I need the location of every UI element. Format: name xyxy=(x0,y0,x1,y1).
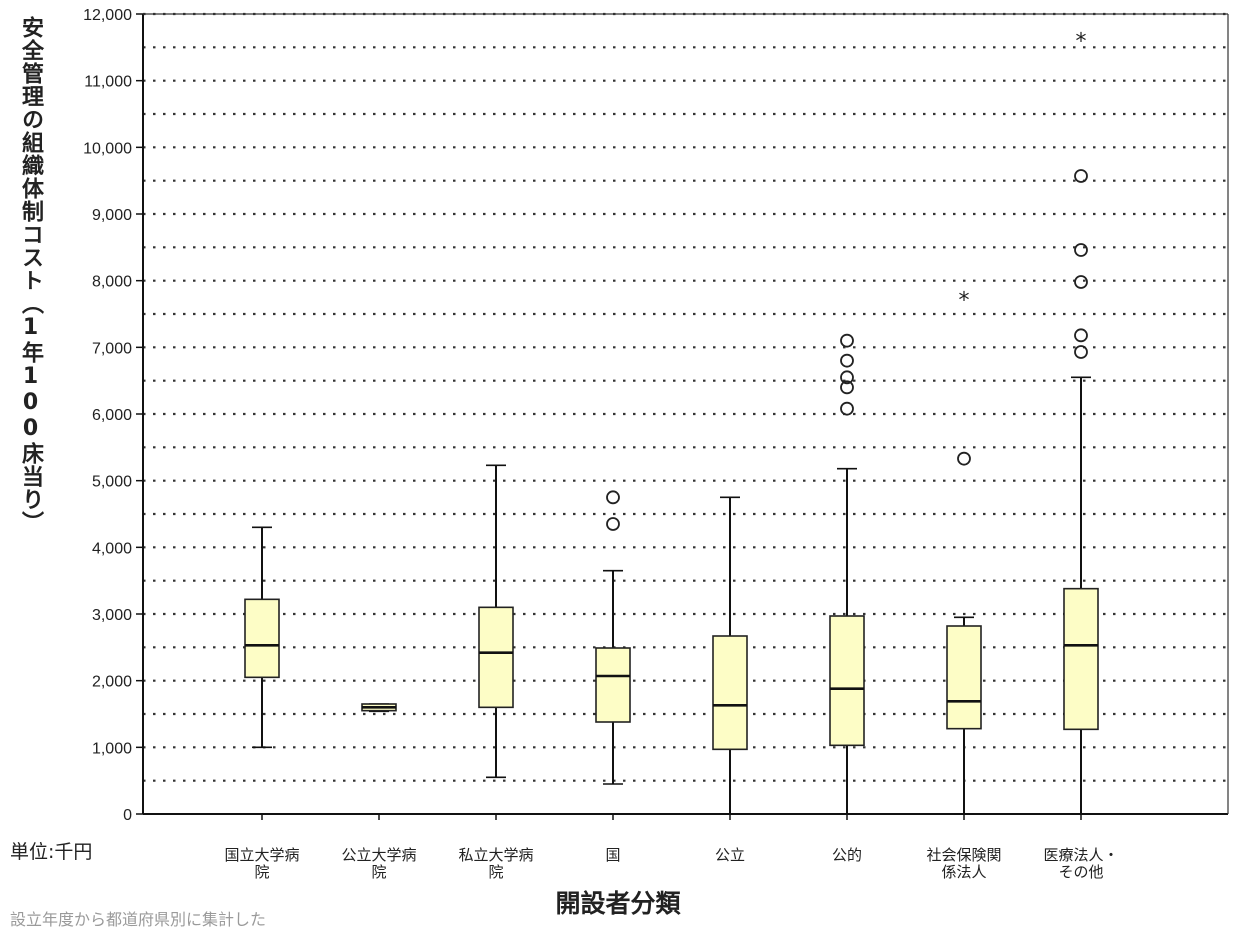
outlier-point xyxy=(606,490,620,505)
gridlines xyxy=(143,12,1228,782)
y-tick-label: 6,000 xyxy=(92,407,132,424)
outlier-point xyxy=(840,380,854,395)
y-tick-label: 1,000 xyxy=(92,740,132,757)
y-axis-label: 安全管理の組織体制コスト（1年100床当り） xyxy=(18,16,43,534)
y-tick-label: 0 xyxy=(123,807,132,824)
x-tick-label: 公立 xyxy=(715,846,745,864)
box-7: * xyxy=(946,289,982,815)
box-5 xyxy=(712,496,748,815)
iqr-box xyxy=(1063,587,1099,731)
extreme-point: * xyxy=(1076,29,1087,54)
y-tick-labels: 0 1,000 2,000 3,000 4,000 5,000 6,000 7,000 8,00… xyxy=(83,7,143,824)
outlier-point xyxy=(840,401,854,416)
x-tick-label: 医療法人・ xyxy=(1043,846,1118,864)
iqr-box xyxy=(595,647,631,723)
iqr-box xyxy=(244,598,280,679)
y-tick-label: 4,000 xyxy=(92,540,132,557)
y-tick-label: 10,000 xyxy=(83,140,132,157)
outlier-point xyxy=(1074,275,1088,289)
x-tick-label: 社会保険関 xyxy=(926,846,1001,864)
outlier-point xyxy=(1074,169,1088,183)
footnote: 設立年度から都道府県別に集計した xyxy=(10,910,267,929)
outlier-point xyxy=(1074,328,1088,343)
box-4 xyxy=(595,490,631,785)
box-8: * xyxy=(1063,29,1099,815)
outlier-point xyxy=(1074,243,1088,257)
x-tick-label: 公的 xyxy=(832,846,862,864)
iqr-box xyxy=(712,635,748,751)
outlier-point xyxy=(1074,345,1088,359)
outlier-point xyxy=(957,451,971,466)
x-tick-label: 院 xyxy=(371,863,386,881)
y-tick-label: 3,000 xyxy=(92,607,132,624)
x-tick-label: その他 xyxy=(1058,863,1103,881)
box-3 xyxy=(478,464,514,779)
unit-label: 単位:千円 xyxy=(10,841,93,863)
box-6 xyxy=(829,333,865,815)
y-tick-label: 9,000 xyxy=(92,207,132,224)
y-tick-label: 5,000 xyxy=(92,474,132,491)
x-tick-label: 院 xyxy=(488,863,503,881)
y-tick-label: 8,000 xyxy=(92,274,132,291)
x-tick-label: 院 xyxy=(254,863,269,881)
box-1 xyxy=(244,526,280,749)
y-tick-label: 2,000 xyxy=(92,674,132,691)
y-tick-label: 7,000 xyxy=(92,340,132,357)
outlier-point xyxy=(840,333,854,348)
x-axis-title: 開設者分類 xyxy=(555,889,681,918)
box-2 xyxy=(361,703,397,713)
iqr-box xyxy=(946,625,982,730)
box-series: ** xyxy=(244,29,1099,815)
extreme-point: * xyxy=(959,289,970,314)
outlier-point xyxy=(840,370,854,385)
iqr-box xyxy=(478,606,514,709)
y-tick-label: 11,000 xyxy=(84,74,132,91)
iqr-box xyxy=(829,615,865,747)
outlier-point xyxy=(606,517,620,531)
x-tick-label: 公立大学病 xyxy=(341,846,416,864)
y-tick-label: 12,000 xyxy=(83,7,132,24)
x-tick-label: 係法人 xyxy=(941,863,986,881)
x-tick-label: 国立大学病 xyxy=(224,846,299,864)
x-tick-label: 国 xyxy=(605,846,620,864)
x-tick-label: 私立大学病 xyxy=(458,846,533,864)
outlier-point xyxy=(840,353,854,368)
